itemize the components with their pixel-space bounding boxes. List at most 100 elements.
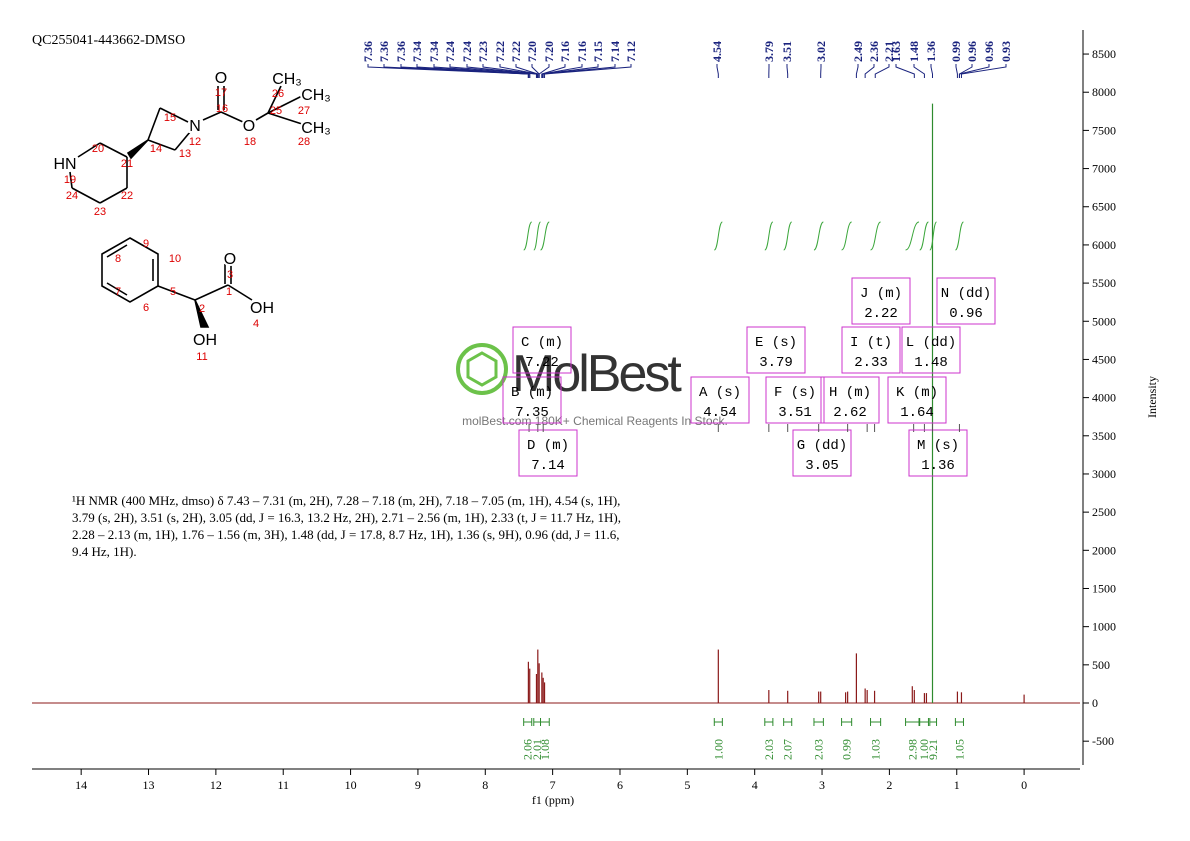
structure-bonds — [69, 85, 303, 328]
multiplet-box — [908, 429, 968, 477]
x-tick-label: 9 — [415, 778, 421, 792]
x-tick-label: 7 — [550, 778, 556, 792]
y-tick-label: 0 — [1092, 696, 1098, 710]
x-tick-label: 8 — [482, 778, 488, 792]
y-tick-label: 500 — [1092, 658, 1110, 672]
multiplet-box — [502, 376, 562, 424]
multiplet-shift: 1.64 — [900, 405, 934, 421]
peak-label: 7.14 — [608, 41, 622, 62]
integral-bracket — [540, 718, 550, 726]
peak-label: 7.34 — [410, 41, 424, 62]
x-tick-label: 5 — [684, 778, 690, 792]
integral-curve — [540, 221, 550, 251]
atom-number: 17 — [215, 87, 227, 99]
peak-connector — [482, 64, 538, 78]
atom-number: 28 — [298, 136, 310, 148]
multiplet-label: D (m) — [527, 438, 569, 454]
x-tick-label: 2 — [886, 778, 892, 792]
atom-number: 14 — [150, 143, 162, 155]
integral-curve — [919, 221, 929, 251]
atom-number: 18 — [244, 136, 256, 148]
atom-number: 27 — [298, 105, 310, 117]
peak-label: 2.21 — [882, 41, 896, 62]
x-tick-label: 3 — [819, 778, 825, 792]
multiplet-box — [841, 326, 901, 374]
x-tick-label: 13 — [143, 778, 155, 792]
peak-connector — [541, 64, 583, 78]
peak-connector — [855, 64, 859, 78]
atom-number: 7 — [115, 286, 121, 298]
atom-number: 5 — [170, 286, 176, 298]
integral-label: 9.21 — [926, 739, 940, 760]
integral-curve — [523, 221, 533, 251]
atom-label: N — [189, 118, 201, 135]
multiplet-shift: 3.05 — [805, 458, 839, 474]
integral-curve — [783, 221, 793, 251]
atom-number: 16 — [216, 103, 228, 115]
integral-bracket — [813, 718, 824, 726]
multiplet-box — [518, 429, 578, 477]
multiplet-label: M (s) — [917, 438, 959, 454]
watermark-logo — [456, 343, 508, 395]
integral-curve — [905, 221, 920, 251]
multiplet-label: E (s) — [755, 335, 797, 351]
atom-label: CH₃ — [272, 71, 302, 88]
y-tick-label: 4500 — [1092, 352, 1116, 366]
atom-number: 23 — [94, 206, 106, 218]
watermark-tagline: molBest.com 180K+ Chemical Reagents In S… — [462, 414, 728, 428]
peak-label: 7.24 — [460, 41, 474, 62]
multiplet-box — [887, 376, 947, 424]
atom-number: 24 — [66, 190, 78, 202]
y-tick-label: 4000 — [1092, 391, 1116, 405]
multiplet-shift: 2.62 — [833, 405, 867, 421]
peak-label: 0.99 — [949, 41, 963, 62]
multiplet-label: F (s) — [774, 385, 816, 401]
atom-number: 6 — [143, 302, 149, 314]
y-tick-label: 5000 — [1092, 314, 1116, 328]
integral-curve — [929, 221, 938, 251]
peak-connector — [515, 64, 539, 78]
peak-connector — [874, 64, 890, 78]
integral-label: 2.01 — [530, 739, 544, 760]
x-tick-label: 6 — [617, 778, 623, 792]
integral-bracket — [533, 718, 542, 726]
integral-label: 0.99 — [840, 739, 854, 760]
y-tick-label: 8500 — [1092, 47, 1116, 61]
multiplet-label: B (m) — [511, 385, 553, 401]
peak-connector — [716, 64, 719, 78]
integral-curve — [764, 221, 774, 251]
peak-label: 0.93 — [999, 41, 1013, 62]
multiplet-box — [690, 376, 750, 424]
multiplet-shift: 3.79 — [759, 355, 793, 371]
atom-label: O — [243, 118, 255, 135]
peak-label: 7.23 — [476, 41, 490, 62]
y-tick-label: 5500 — [1092, 276, 1116, 290]
multiplet-box — [936, 277, 996, 325]
integral-label: 2.98 — [905, 739, 919, 760]
atom-number: 9 — [143, 238, 149, 250]
multiplet-shift: 2.33 — [854, 355, 888, 371]
integral-curve — [813, 221, 824, 251]
y-tick-label: 3000 — [1092, 467, 1116, 481]
peak-label: 7.15 — [591, 41, 605, 62]
atom-number: 2 — [199, 303, 205, 315]
peak-connector — [786, 64, 789, 78]
peak-connector — [913, 64, 925, 78]
peak-label: 7.36 — [361, 41, 375, 62]
peak-connector — [542, 64, 599, 78]
y-tick-label: -500 — [1092, 734, 1114, 748]
multiplet-label: A (s) — [699, 385, 741, 401]
multiplet-label: H (m) — [829, 385, 871, 401]
peak-connector — [466, 64, 537, 78]
x-tick-label: 14 — [75, 778, 87, 792]
multiplet-shift: 7.22 — [525, 355, 559, 371]
integral-bracket — [919, 718, 929, 726]
multiplet-box — [792, 429, 852, 477]
atom-number: 8 — [115, 253, 121, 265]
integral-label: 2.06 — [521, 739, 535, 760]
peak-connector — [542, 64, 616, 78]
y-tick-label: 7000 — [1092, 162, 1116, 176]
x-tick-label: 11 — [277, 778, 289, 792]
